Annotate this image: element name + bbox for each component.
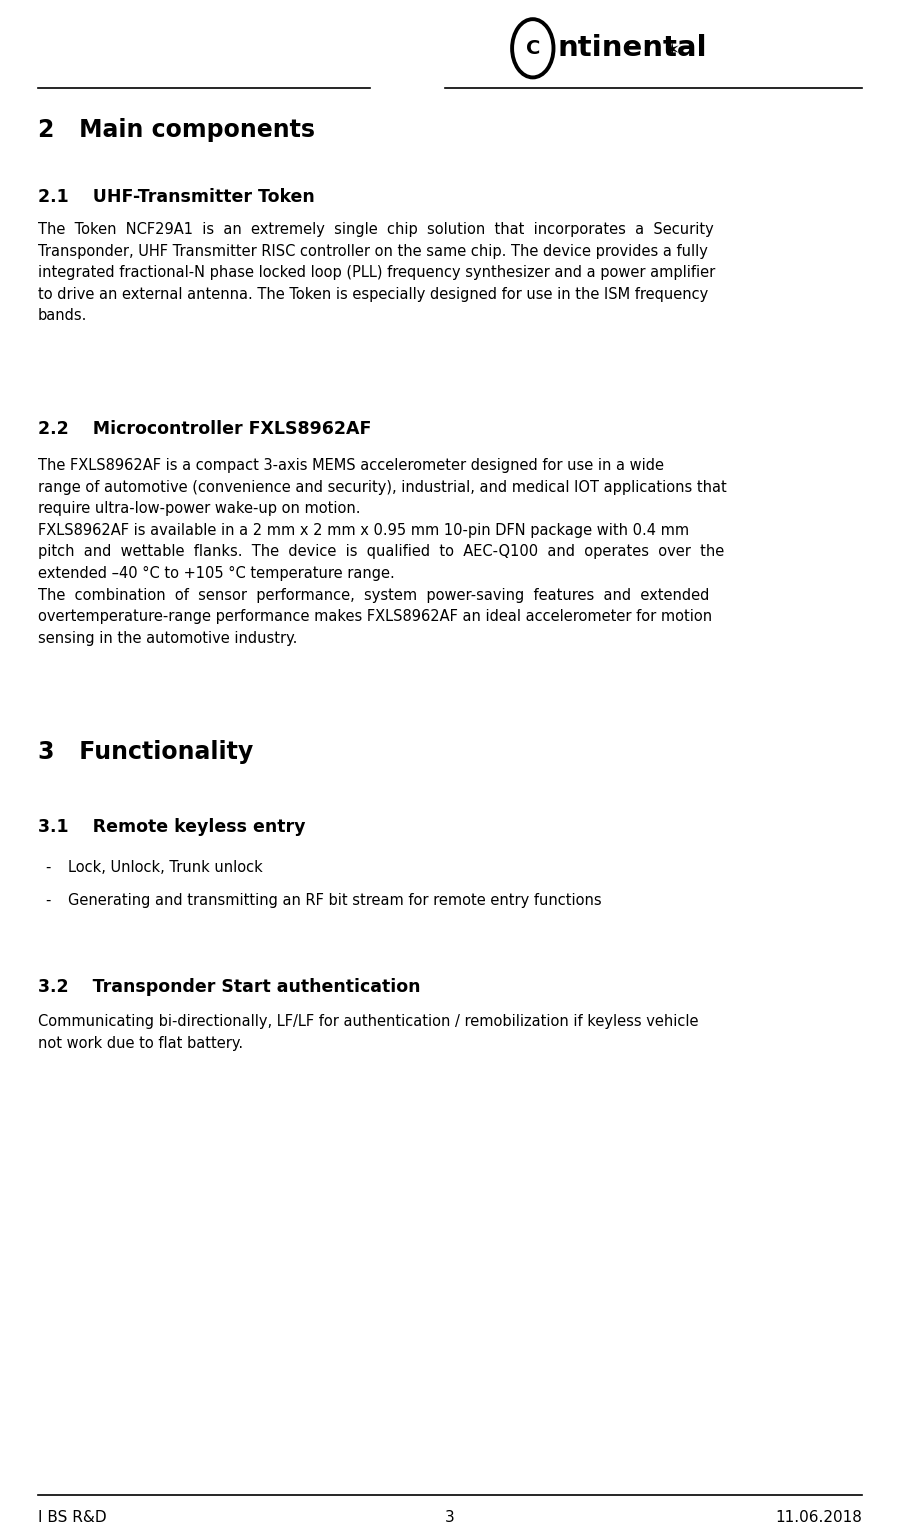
Text: 2.1    UHF-Transmitter Token: 2.1 UHF-Transmitter Token <box>38 189 315 205</box>
Text: ntinental: ntinental <box>557 34 706 63</box>
Text: 3: 3 <box>446 1510 454 1525</box>
Text: Communicating bi-directionally, LF/LF for authentication / remobilization if key: Communicating bi-directionally, LF/LF fo… <box>38 1013 698 1050</box>
Text: -: - <box>46 860 51 875</box>
Text: The FXLS8962AF is a compact 3-axis MEMS accelerometer designed for use in a wide: The FXLS8962AF is a compact 3-axis MEMS … <box>38 458 727 645</box>
Text: 3.1    Remote keyless entry: 3.1 Remote keyless entry <box>38 819 305 835</box>
Text: 2.2    Microcontroller FXLS8962AF: 2.2 Microcontroller FXLS8962AF <box>38 420 372 438</box>
Text: 3   Functionality: 3 Functionality <box>38 740 253 763</box>
Text: ✶: ✶ <box>663 40 680 60</box>
Text: Lock, Unlock, Trunk unlock: Lock, Unlock, Trunk unlock <box>68 860 263 875</box>
Text: The  Token  NCF29A1  is  an  extremely  single  chip  solution  that  incorporat: The Token NCF29A1 is an extremely single… <box>38 222 716 323</box>
Text: I BS R&D: I BS R&D <box>38 1510 106 1525</box>
Text: 2   Main components: 2 Main components <box>38 118 315 143</box>
Text: C: C <box>526 38 540 58</box>
Text: -: - <box>46 894 51 908</box>
Text: 11.06.2018: 11.06.2018 <box>775 1510 862 1525</box>
Text: Generating and transmitting an RF bit stream for remote entry functions: Generating and transmitting an RF bit st… <box>68 894 601 908</box>
Text: 3.2    Transponder Start authentication: 3.2 Transponder Start authentication <box>38 978 420 996</box>
